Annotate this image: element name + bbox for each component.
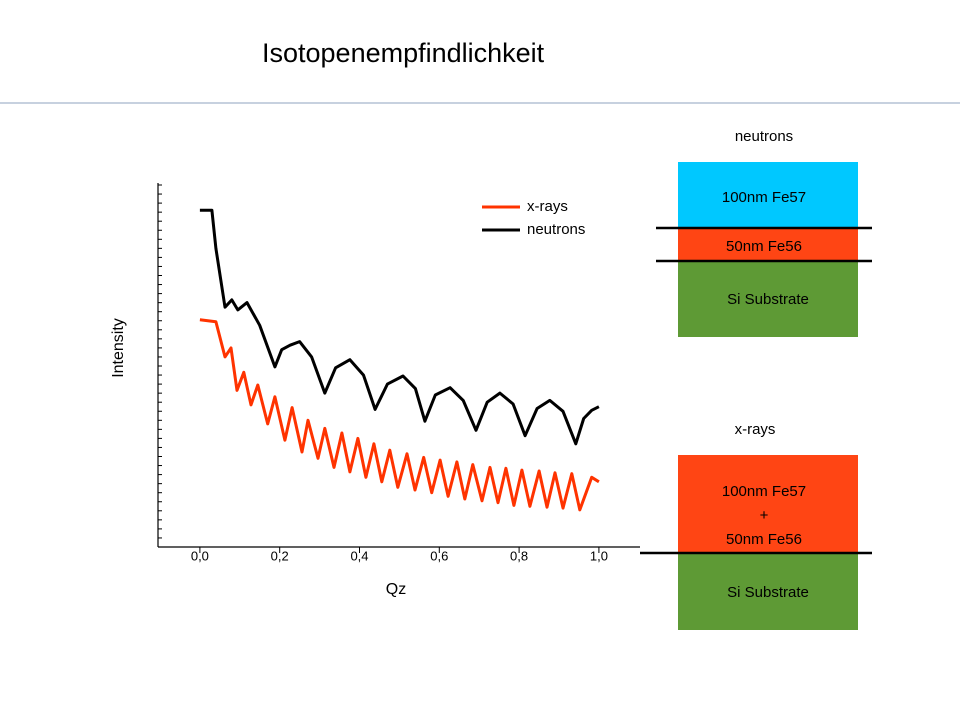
layer-label: 50nm Fe56 [726,238,802,255]
layer-label: 100nm Fe57 [722,483,806,500]
layer [678,455,858,553]
layer-label: Si Substrate [727,584,809,601]
x-tick-label: 0,0 [191,548,209,563]
layer [678,162,858,228]
x-tick-label: 1,0 [590,548,608,563]
slide-title: Isotopenempfindlichkeit [262,38,545,68]
xray-diagram: x-rays 100nm Fe57 + 50nm Fe56 Si Substra… [640,421,872,630]
layer [678,228,858,261]
layer-label: 100nm Fe57 [722,189,806,206]
layer [678,261,858,337]
series-line [199,208,600,446]
layer [678,553,858,630]
layer-label: 50nm Fe56 [726,531,802,548]
diagram-label: neutrons [735,128,793,145]
series-line [199,318,600,512]
diagram-label: x-rays [735,421,776,438]
layer-label: + [760,507,769,524]
layer-label: Si Substrate [727,291,809,308]
legend-label: x-rays [527,198,568,215]
x-tick-label: 0,4 [350,548,368,563]
x-tick-label: 0,8 [510,548,528,563]
neutron-diagram: neutrons 100nm Fe57 50nm Fe56 Si Substra… [656,128,872,337]
x-axis-label: Qz [386,581,406,598]
x-tick-label: 0,2 [271,548,289,563]
legend-label: neutrons [527,221,585,238]
x-tick-label: 0,6 [430,548,448,563]
y-axis-label: Intensity [110,318,127,378]
chart-area: 0,0 0,2 0,4 0,6 0,8 1,0 x-rays neutrons [157,183,640,563]
